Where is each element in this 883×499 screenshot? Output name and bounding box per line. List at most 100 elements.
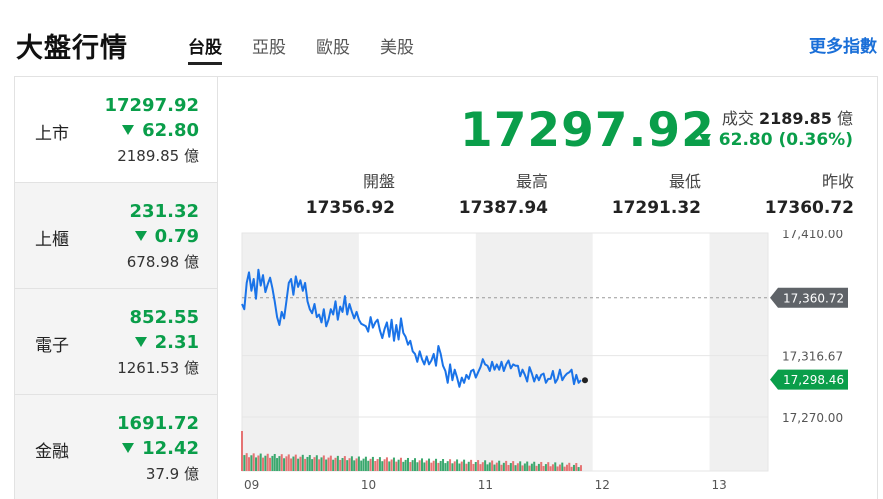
market-change: 2.31	[134, 332, 199, 353]
volume-bar	[266, 453, 269, 471]
volume-bar	[322, 455, 325, 471]
volume-bar	[357, 456, 360, 471]
stat-label: 最低	[668, 172, 701, 191]
volume-bar	[308, 455, 311, 471]
volume-bar	[334, 457, 337, 471]
volume-bar	[374, 460, 377, 471]
volume-bar	[505, 460, 508, 471]
volume-bar	[491, 460, 494, 471]
volume-bar	[453, 461, 456, 471]
volume-bar	[283, 458, 286, 471]
volume-bar	[285, 456, 288, 471]
hour-band	[709, 233, 768, 471]
volume-bar	[332, 459, 335, 471]
volume-bar	[406, 457, 409, 471]
volume-bar	[570, 466, 573, 471]
volume-bar	[336, 455, 339, 471]
volume-bar	[376, 459, 379, 471]
volume-bar	[498, 460, 501, 471]
volume-bar	[413, 458, 416, 471]
market-index: 852.55	[129, 307, 199, 328]
current-price: 17297.92	[460, 103, 715, 158]
volume-bar	[549, 466, 552, 471]
volume-bar	[523, 463, 526, 471]
volume-bar	[411, 460, 414, 471]
volume-bar	[259, 453, 262, 471]
stat-low: 最低 17291.32	[551, 168, 701, 218]
volume-bar	[533, 461, 536, 471]
market-item-listed[interactable]: 上市 17297.92 62.80 2189.85 億	[15, 77, 217, 183]
more-indices-link[interactable]: 更多指數	[809, 37, 877, 57]
last-price-tag-label: 17,298.46	[783, 373, 844, 387]
volume-bar	[465, 463, 468, 471]
volume-bar	[540, 461, 543, 471]
volume-bar	[278, 456, 281, 471]
volume-bar	[327, 457, 330, 471]
volume-bar	[325, 459, 328, 471]
volume-bar	[519, 461, 522, 471]
market-change: 12.42	[122, 438, 199, 459]
volume-bar	[535, 465, 538, 471]
down-arrow-icon	[698, 134, 711, 144]
volume-bar	[329, 455, 332, 471]
intraday-chart[interactable]: 17,410.00 17,316.67 17,270.00 17,360.72 17,2…	[239, 230, 875, 499]
market-item-finance[interactable]: 金融 1691.72 12.42 37.9 億	[15, 395, 217, 499]
tab-us[interactable]: 美股	[380, 38, 414, 58]
volume-bar	[346, 460, 349, 471]
volume-bar	[467, 461, 470, 471]
stat-prev-close: 昨收 17360.72	[704, 168, 854, 218]
volume-bar	[530, 463, 533, 471]
volume-bar	[512, 461, 515, 471]
volume-bar	[495, 462, 498, 471]
market-item-otc[interactable]: 上櫃 231.32 0.79 678.98 億	[15, 183, 217, 289]
volume-bar	[252, 453, 255, 471]
volume-bar	[248, 457, 251, 471]
volume-bar	[395, 461, 398, 471]
volume-bar	[243, 455, 246, 471]
market-change: 0.79	[134, 226, 199, 247]
volume-bar	[425, 460, 428, 471]
volume-bar	[241, 431, 243, 471]
volume-bar	[287, 454, 290, 471]
x-tick-label: 10	[361, 478, 376, 492]
volume-bar	[493, 464, 496, 471]
tab-europe[interactable]: 歐股	[316, 38, 350, 58]
volume-bar	[486, 464, 489, 471]
tab-taiwan[interactable]: 台股	[188, 33, 222, 65]
volume-bar	[271, 455, 274, 471]
volume-bar	[343, 456, 346, 471]
volume-bar	[500, 464, 503, 471]
down-arrow-icon	[134, 231, 147, 241]
volume-bar	[472, 463, 475, 471]
volume-bar	[315, 455, 318, 471]
market-change-value: 0.79	[154, 226, 199, 247]
volume-bar	[276, 458, 279, 471]
tab-asia[interactable]: 亞股	[252, 38, 286, 58]
stat-label: 最高	[515, 172, 548, 191]
volume-bar	[509, 463, 512, 471]
stat-open: 開盤 17356.92	[245, 168, 395, 218]
volume-bar	[378, 457, 381, 471]
volume-bar	[367, 460, 370, 471]
volume-bar	[554, 462, 557, 471]
hour-band	[475, 233, 593, 471]
market-change-value: 2.31	[154, 332, 199, 353]
volume-bar	[551, 464, 554, 471]
turnover: 成交 2189.85 億	[722, 105, 853, 129]
price-change: 62.80 (0.36%)	[698, 130, 853, 150]
market-item-electronics[interactable]: 電子 852.55 2.31 1261.53 億	[15, 289, 217, 395]
market-name: 電子	[35, 336, 69, 356]
volume-bar	[435, 458, 438, 471]
volume-bar	[526, 461, 529, 471]
volume-bar	[264, 455, 267, 471]
y-tick-label: 17,410.00	[782, 230, 843, 241]
volume-bar	[432, 460, 435, 471]
market-name: 上櫃	[35, 230, 69, 250]
volume-bar	[442, 459, 445, 471]
volume-bar	[477, 460, 480, 471]
volume-bar	[558, 464, 561, 471]
volume-bar	[449, 459, 452, 471]
volume-bar	[257, 455, 260, 471]
volume-bar	[437, 462, 440, 471]
volume-bar	[381, 461, 384, 471]
